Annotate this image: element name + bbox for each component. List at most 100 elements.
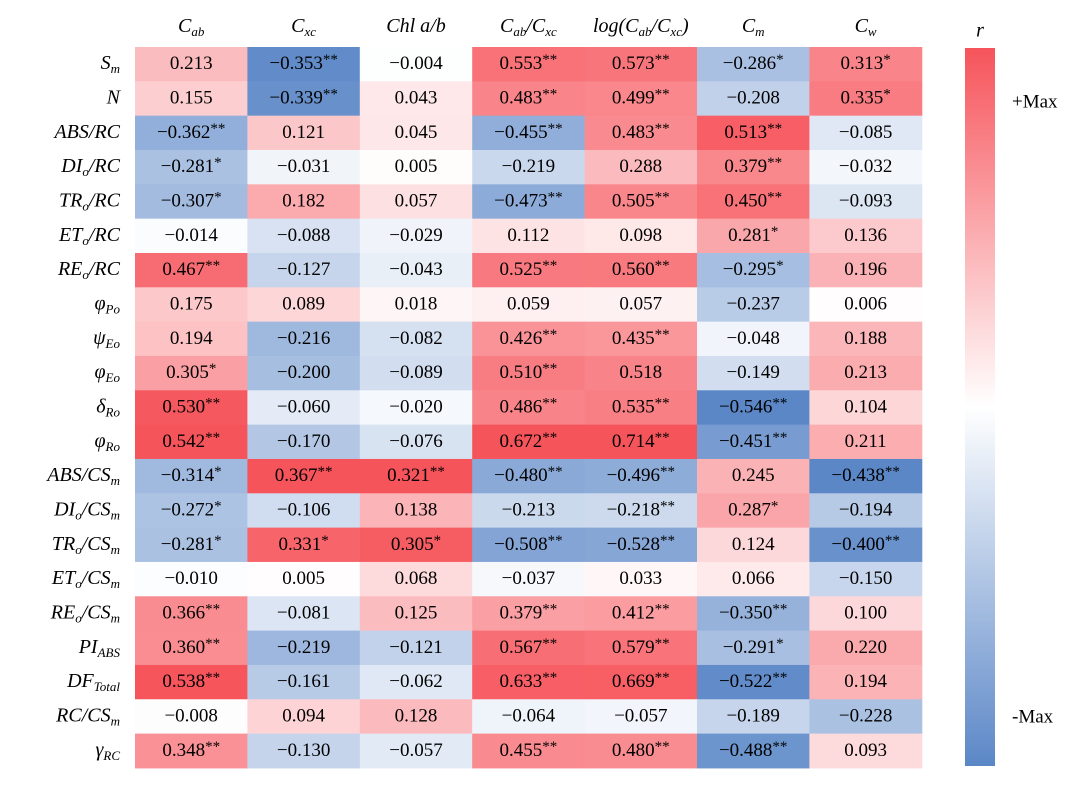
column-label: Cm [742,15,765,39]
row-label: PIABS [78,635,121,659]
cell-value: 0.379 [724,157,767,178]
cell [584,527,698,563]
cell-label: −0.350** [719,602,787,624]
cell-label: 0.128 [395,706,438,727]
label-text: RC/CS [55,704,110,726]
cell-label: 0.089 [282,294,325,315]
significance: ** [205,259,220,275]
significance: * [771,224,779,240]
cell [247,184,361,220]
cell-label: −0.451** [719,430,787,452]
cell-label: 0.125 [395,603,438,624]
row-label: δRo [96,395,120,419]
cell-value: 0.305 [166,362,209,383]
label-subscript: o [75,542,82,557]
cell-value: 0.018 [395,294,438,315]
significance: ** [655,396,670,412]
cell-label: 0.672** [500,430,558,452]
cell-label: −0.085 [839,122,892,143]
label-subscript: o [75,610,82,625]
cell-value: −0.281 [161,157,214,178]
cell-value: −0.496 [607,465,660,486]
cell-value: −0.451 [719,431,772,452]
cell-label: −0.081 [277,603,330,624]
cell-label: 0.412** [612,602,670,624]
cell-label: 0.033 [619,568,662,589]
cell-value: 0.672 [500,431,543,452]
cell [359,218,473,254]
cell [135,321,248,357]
cell-value: 0.499 [612,88,655,109]
label-text: /CS [81,601,111,623]
column-label: Cw [855,15,877,39]
cell [247,321,361,357]
significance: ** [542,362,557,378]
cell [809,355,923,391]
cell [809,527,923,563]
cell-label: −0.060 [277,397,330,418]
cell-value: −0.161 [277,671,330,692]
cell [809,81,923,117]
cell-label: 0.560** [612,259,670,281]
significance: ** [205,671,220,687]
cell-value: −0.081 [277,603,330,624]
label-subscript: m [111,507,120,522]
cell-value: 0.104 [844,397,887,418]
column-label: log(Cab/Cxc) [593,15,689,39]
cell-value: 0.505 [612,191,655,212]
cell [809,287,923,323]
cell-value: 0.542 [162,431,205,452]
cell-label: 0.426** [500,327,558,349]
cell-label: 0.121 [282,122,325,143]
cell-label: −0.480** [494,465,562,487]
row-label: ABS/CSm [45,464,120,488]
cell-value: −0.522 [719,671,772,692]
cell-label: 0.138 [395,500,438,521]
cell-label: −0.307* [161,190,222,212]
cell [247,81,361,117]
cell-label: 0.486** [500,396,558,418]
cell-value: −0.546 [719,397,772,418]
cell-label: 0.513** [724,121,782,143]
cell-label: 0.305* [166,362,216,384]
cell-value: 0.313 [840,54,883,75]
cell-value: 0.194 [170,328,213,349]
cell-value: −0.106 [277,500,330,521]
cell-label: 0.068 [395,568,438,589]
cell [584,321,698,357]
cell-value: −0.170 [277,431,330,452]
label-text: RE [57,258,82,280]
label-text: ) [681,15,689,37]
label-subscript: Total [94,679,121,694]
cell [247,424,361,460]
cell [584,493,698,529]
cell [135,733,248,769]
cell-label: −0.089 [389,362,442,383]
cell-value: −0.200 [277,362,330,383]
cell-value: −0.228 [839,706,892,727]
significance: * [214,465,222,481]
cell-label: −0.455** [494,121,562,143]
significance: ** [542,87,557,103]
significance: ** [655,430,670,446]
significance: ** [542,671,557,687]
label-text: PI [78,635,99,657]
cell-value: −0.350 [719,603,772,624]
significance: ** [323,53,338,69]
cell [809,218,923,254]
label-subscript: m [111,713,120,728]
cell-label: −0.020 [389,397,442,418]
cell-label: −0.496** [607,465,675,487]
cell [135,218,248,254]
colorbar-min-label: -Max [1012,706,1054,727]
cell-label: 0.194 [170,328,213,349]
cell [359,287,473,323]
cell [247,733,361,769]
row-label: φRo [94,429,120,453]
cell [472,733,586,769]
significance: ** [205,636,220,652]
cell [584,630,698,666]
label-subscript: o [82,233,89,248]
cell-value: −0.194 [839,500,893,521]
